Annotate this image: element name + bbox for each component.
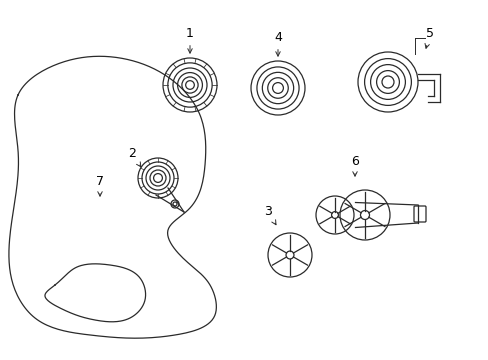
Text: 7: 7 bbox=[96, 175, 104, 196]
Text: 1: 1 bbox=[185, 27, 194, 53]
Text: 4: 4 bbox=[273, 31, 282, 56]
Text: 2: 2 bbox=[128, 147, 141, 167]
Text: 3: 3 bbox=[264, 205, 275, 225]
Text: 5: 5 bbox=[424, 27, 433, 48]
Text: 6: 6 bbox=[350, 155, 358, 176]
